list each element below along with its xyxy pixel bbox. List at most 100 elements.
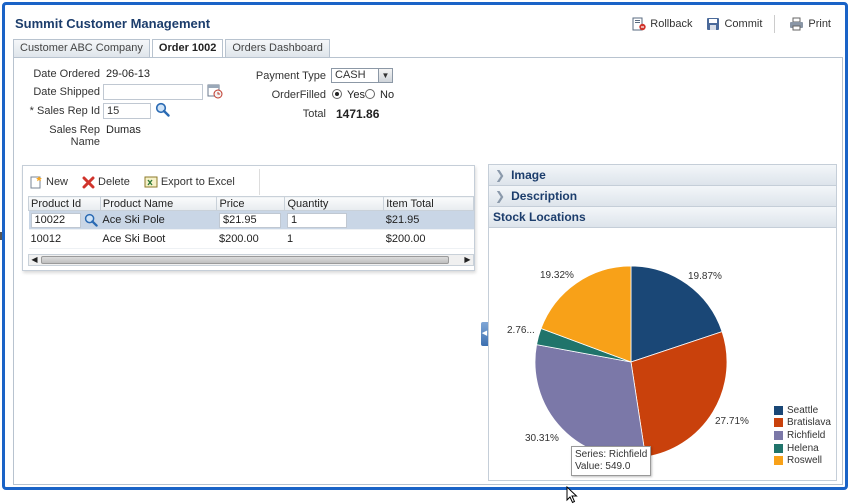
tab-bar: Customer ABC Company Order 1002 Orders D… [13, 39, 332, 58]
mouse-cursor-icon [566, 486, 578, 504]
pie-label-richfield: 30.31% [525, 433, 559, 444]
order-tab-panel: Date Ordered 29-06-13 Date Shipped * Sal… [13, 57, 843, 504]
column-header-quantity[interactable]: Quantity [284, 196, 385, 211]
legend-label: Seattle [787, 404, 819, 416]
order-filled-no-label: No [380, 89, 395, 101]
order-filled-label: OrderFilled [271, 89, 326, 101]
image-section-header[interactable]: ❯ Image [489, 165, 836, 186]
legend-item-seattle[interactable]: Seattle [774, 404, 831, 417]
chart-legend: Seattle Bratislava Richfield Helena [774, 404, 831, 467]
search-icon[interactable] [84, 213, 98, 227]
new-label: New [46, 176, 69, 188]
horizontal-scrollbar[interactable]: ◀ ▶ [28, 254, 474, 266]
sales-rep-id-label: * Sales Rep Id [29, 105, 100, 117]
column-header-product-name[interactable]: Product Name [99, 196, 218, 211]
legend-item-roswell[interactable]: Roswell [774, 454, 831, 467]
item-total-cell: $21.95 [383, 210, 474, 230]
rollback-button[interactable]: Rollback [632, 17, 692, 31]
quantity-input[interactable]: 1 [286, 212, 347, 228]
tooltip-series: Series: Richfield [575, 449, 648, 460]
order-filled-yes-label: Yes [347, 89, 365, 101]
export-excel-button[interactable]: Export to Excel [144, 175, 235, 189]
tooltip-value: Value: 549.0 [575, 461, 631, 472]
product-name-cell: Ace Ski Pole [100, 210, 217, 230]
chevron-right-icon: ❯ [495, 168, 506, 182]
new-button[interactable]: New [29, 175, 68, 189]
product-id-input[interactable]: 10022 [30, 212, 81, 228]
product-id-cell[interactable]: 10022 [28, 210, 101, 230]
legend-swatch [774, 430, 783, 440]
pie-slice-roswell[interactable] [540, 265, 632, 363]
search-icon[interactable] [155, 102, 170, 117]
commit-button[interactable]: Commit [706, 17, 762, 31]
toolbar-separator [774, 15, 776, 33]
price-input[interactable]: $21.95 [218, 212, 281, 228]
description-section-title: Description [511, 189, 578, 203]
tab-order-1002[interactable]: Order 1002 [151, 39, 224, 58]
column-header-price[interactable]: Price [216, 196, 286, 211]
stock-chart-area: 19.87% 27.71% 30.31% 2.76... 19.32% Seat… [489, 228, 836, 504]
legend-swatch [774, 418, 783, 428]
date-ordered-label: Date Ordered [33, 68, 100, 80]
scrollbar-thumb[interactable] [41, 256, 449, 264]
payment-type-value: CASH [335, 69, 366, 81]
delete-x-icon [82, 176, 95, 188]
table-row[interactable]: 10022 Ace Ski Pole $21.95 1 $21.95 [28, 210, 474, 230]
legend-label: Helena [787, 442, 819, 454]
scroll-right-icon[interactable]: ▶ [464, 255, 471, 264]
pie-slice-bratislava[interactable] [630, 331, 728, 458]
legend-item-richfield[interactable]: Richfield [774, 429, 831, 442]
stock-pie-chart [534, 265, 728, 459]
stock-locations-section-header[interactable]: Stock Locations [489, 207, 836, 228]
pie-label-seattle: 19.87% [688, 271, 722, 282]
sales-rep-name-label: Sales Rep Name [49, 124, 100, 148]
product-id-cell: 10012 [28, 229, 101, 249]
pie-slice-seattle[interactable] [630, 265, 723, 363]
rollback-label: Rollback [650, 18, 693, 30]
scroll-left-icon[interactable]: ◀ [31, 255, 38, 264]
delete-label: Delete [98, 176, 130, 188]
legend-swatch [774, 405, 783, 415]
price-cell: $200.00 [216, 229, 285, 249]
legend-label: Roswell [787, 455, 823, 467]
legend-swatch [774, 456, 783, 466]
new-icon [30, 176, 42, 189]
calendar-icon[interactable] [207, 83, 223, 99]
payment-type-select[interactable]: CASH ▼ [331, 68, 393, 83]
legend-swatch [774, 443, 783, 453]
legend-label: Bratislava [787, 417, 831, 429]
print-button[interactable]: Print [789, 17, 831, 31]
delete-button[interactable]: Delete [82, 176, 130, 189]
printer-icon [790, 17, 804, 31]
sales-rep-name-value: Dumas [106, 124, 141, 136]
date-ordered-value: 29-06-13 [106, 68, 151, 80]
order-items-panel: New Delete Export to Excel [22, 165, 475, 271]
tab-customer-abc[interactable]: Customer ABC Company [13, 39, 150, 57]
splitter-collapse-handle[interactable]: ◀ [481, 322, 488, 346]
pie-label-helena: 2.76... [507, 325, 535, 336]
quantity-cell[interactable]: 1 [284, 210, 384, 230]
column-header-product-id[interactable]: Product Id [28, 196, 101, 211]
sales-rep-id-input[interactable]: 15 [103, 103, 151, 119]
payment-type-label: Payment Type [255, 70, 326, 82]
quantity-cell: 1 [284, 229, 384, 249]
price-cell[interactable]: $21.95 [216, 210, 285, 230]
rollback-icon [632, 17, 646, 31]
table-row[interactable]: 10012 Ace Ski Boot $200.00 1 $200.00 [28, 229, 474, 249]
item-total-cell: $200.00 [383, 229, 474, 249]
description-section-header[interactable]: ❯ Description [489, 186, 836, 207]
order-filled-yes-radio[interactable] [332, 89, 342, 99]
legend-item-bratislava[interactable]: Bratislava [774, 417, 831, 430]
save-disk-icon [707, 18, 720, 30]
date-shipped-label: Date Shipped [33, 86, 100, 98]
pie-label-bratislava: 27.71% [715, 416, 749, 427]
table-toolbar: New Delete Export to Excel [29, 169, 260, 195]
date-shipped-input[interactable] [103, 84, 203, 100]
tab-orders-dashboard[interactable]: Orders Dashboard [225, 39, 330, 57]
legend-label: Richfield [787, 429, 826, 441]
order-filled-no-radio[interactable] [365, 89, 375, 99]
legend-item-helena[interactable]: Helena [774, 442, 831, 455]
print-label: Print [808, 18, 831, 30]
column-header-item-total[interactable]: Item Total [383, 196, 474, 211]
